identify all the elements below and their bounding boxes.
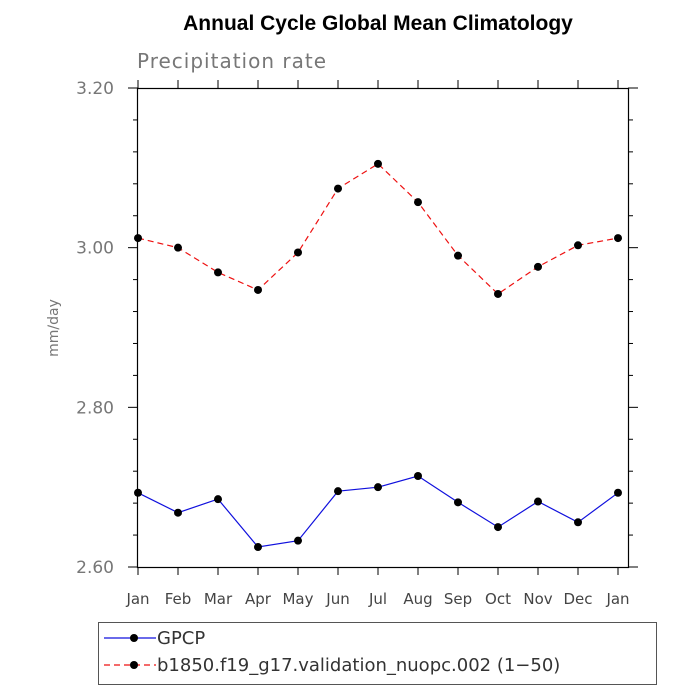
data-point xyxy=(414,198,422,207)
x-tick-label: Apr xyxy=(245,590,272,608)
data-point xyxy=(414,471,422,480)
data-point xyxy=(534,262,542,271)
x-tick-label: Dec xyxy=(563,590,592,608)
x-tick-label: Jul xyxy=(368,590,387,608)
data-point xyxy=(454,251,462,260)
legend-box xyxy=(98,622,657,685)
data-point xyxy=(174,243,182,252)
data-point xyxy=(294,248,302,257)
data-point xyxy=(294,536,302,545)
series-group xyxy=(134,159,622,552)
legend-marker-model xyxy=(130,661,138,669)
data-point xyxy=(254,543,262,552)
x-tick-label: May xyxy=(282,590,313,608)
x-tick-label: Jan xyxy=(125,590,149,608)
data-point xyxy=(534,497,542,506)
data-point xyxy=(494,523,502,532)
data-point xyxy=(374,159,382,168)
data-point xyxy=(134,234,142,243)
x-tick-label: Feb xyxy=(165,590,192,608)
data-point xyxy=(574,518,582,527)
data-point xyxy=(134,488,142,497)
x-tick-label: Mar xyxy=(204,590,233,608)
legend-label-gpcp: GPCP xyxy=(157,628,205,649)
data-point xyxy=(214,268,222,277)
data-point xyxy=(494,289,502,298)
plot-frame xyxy=(136,87,630,569)
x-tick-label: Jun xyxy=(325,590,349,608)
x-tick-label: Nov xyxy=(523,590,552,608)
series-line-1 xyxy=(137,163,619,295)
x-tick-label: Aug xyxy=(403,590,432,608)
y-axis-ticks: 2.60 2.80 3.00 3.20 xyxy=(76,79,638,578)
y-tick-label: 2.60 xyxy=(76,558,114,578)
x-tick-label: Oct xyxy=(485,590,511,608)
data-point xyxy=(614,488,622,497)
chart-title: Annual Cycle Global Mean Climatology xyxy=(183,12,573,35)
legend: GPCP b1850.f19_g17.validation_nuopc.002 … xyxy=(98,622,657,685)
data-point xyxy=(374,483,382,492)
data-point xyxy=(334,184,342,193)
data-point xyxy=(334,487,342,496)
y-tick-label: 3.20 xyxy=(76,79,114,99)
chart-subtitle: Precipitation rate xyxy=(137,49,327,73)
data-point xyxy=(174,508,182,517)
data-point xyxy=(574,241,582,250)
y-tick-label: 2.80 xyxy=(76,398,114,418)
legend-label-model: b1850.f19_g17.validation_nuopc.002 (1−50… xyxy=(157,655,560,676)
x-tick-label: Sep xyxy=(444,590,472,608)
data-point xyxy=(254,285,262,294)
data-point xyxy=(614,234,622,243)
y-axis-label: mm/day xyxy=(46,299,62,357)
legend-marker-gpcp xyxy=(130,634,138,642)
data-point xyxy=(454,498,462,507)
y-tick-label: 3.00 xyxy=(76,239,114,259)
x-tick-label: Jan xyxy=(605,590,629,608)
data-point xyxy=(214,495,222,504)
x-axis-ticks: Jan Feb Mar Apr May Jun Jul Aug Sep Oct Nov Dec Jan xyxy=(125,80,630,608)
